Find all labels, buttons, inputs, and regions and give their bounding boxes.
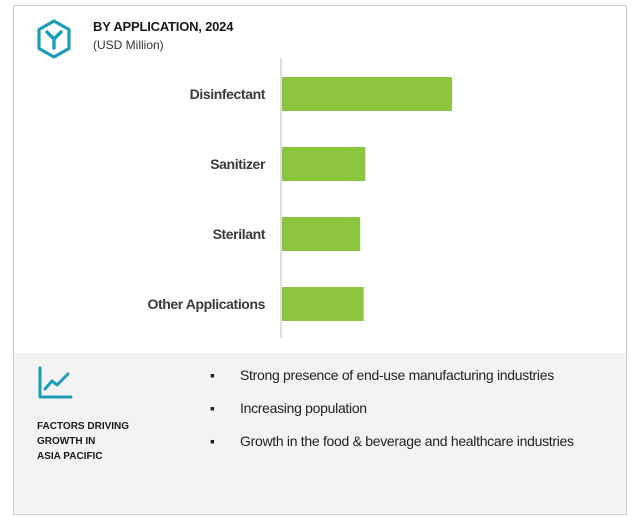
trend-line-chart-icon (38, 366, 73, 399)
bullet-icon: ▪ (210, 367, 215, 383)
factors-heading-line: GROWTH IN (37, 436, 96, 447)
factor-text: Growth in the food & beverage and health… (240, 433, 574, 449)
chart-title: BY APPLICATION, 2024 (93, 19, 234, 34)
bar-other-applications (282, 287, 364, 321)
factor-item: ▪ Strong presence of end-use manufacturin… (208, 365, 623, 386)
factor-item: ▪ Growth in the food & beverage and healt… (208, 431, 623, 452)
factor-text: Increasing population (240, 400, 367, 416)
bar-disinfectant (282, 77, 452, 111)
hexagon-y-logo-icon (37, 19, 71, 59)
factors-heading: FACTORS DRIVING GROWTH IN ASIA PACIFIC (37, 419, 187, 464)
category-label: Disinfectant (190, 86, 266, 102)
bar-chart: Disinfectant Sanitizer Sterilant Other Appl… (147, 58, 452, 338)
bullet-icon: ▪ (210, 433, 215, 449)
category-label: Other Applications (147, 296, 265, 312)
category-label: Sterilant (213, 226, 266, 242)
factors-heading-line: FACTORS DRIVING (37, 421, 130, 432)
factor-item: ▪ Increasing population (208, 398, 623, 419)
factors-list: ▪ Strong presence of end-use manufacturin… (208, 365, 623, 464)
category-label: Sanitizer (210, 156, 266, 172)
bullet-icon: ▪ (210, 400, 215, 416)
factors-heading-line: ASIA PACIFIC (37, 451, 103, 462)
chart-subtitle: (USD Million) (93, 38, 164, 52)
factor-text: Strong presence of end-use manufacturing… (240, 367, 554, 383)
bar-sanitizer (282, 147, 366, 181)
factors-panel (14, 353, 626, 514)
bar-sterilant (282, 217, 361, 251)
